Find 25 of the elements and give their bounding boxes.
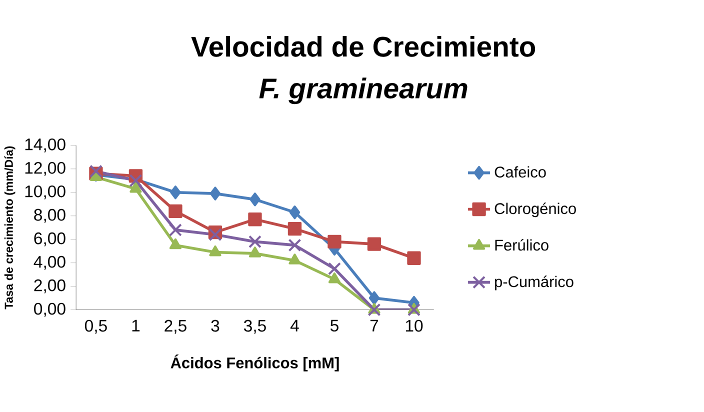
chart-subtitle: F. graminearum: [259, 78, 468, 104]
y-tick-label: 14,00: [25, 138, 66, 152]
x-axis-title: Ácidos Fenólicos [mM]: [170, 354, 339, 372]
x-tick-label: 4: [290, 320, 299, 332]
chart-title: Velocidad de Crecimiento: [191, 36, 536, 57]
legend-label: Ferúlico: [495, 239, 548, 251]
x-tick-label: 2,5: [164, 320, 186, 334]
y-tick-label: 6,00: [34, 232, 66, 246]
legend-label: Cafeico: [494, 166, 546, 178]
x-tick-label: 0,5: [84, 320, 107, 334]
legend-label: p-Cumárico: [495, 276, 574, 290]
x-tick-label: 10: [406, 320, 423, 332]
y-tick-label: 2,00: [34, 279, 66, 294]
x-tick-label: 3,5: [244, 320, 266, 334]
y-axis-title: Tasa de crecimiento (mm/Día): [4, 146, 16, 310]
legend-label: Clorogénico: [494, 202, 576, 218]
x-tick-label: 1: [132, 320, 140, 332]
y-tick-label: 12,00: [25, 162, 66, 176]
y-tick-label: 8,00: [34, 208, 66, 223]
x-tick-label: 5: [330, 320, 338, 332]
y-tick-label: 4,00: [34, 256, 66, 270]
y-tick-label: 10,00: [25, 185, 66, 200]
x-tick-label: 3: [211, 320, 220, 332]
y-tick-label: 0,00: [34, 302, 66, 317]
x-tick-label: 7: [370, 320, 378, 332]
